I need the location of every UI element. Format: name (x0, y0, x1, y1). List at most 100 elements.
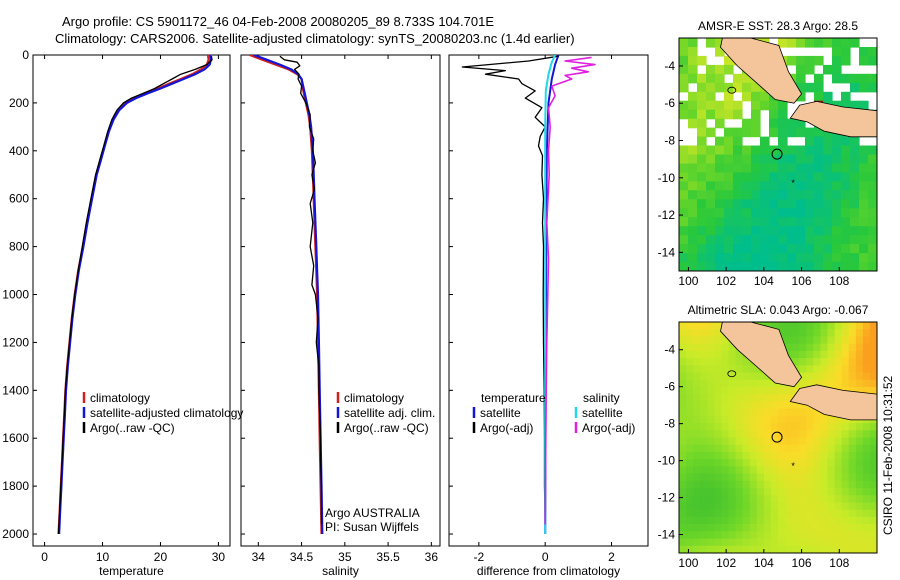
map-cell (742, 437, 751, 446)
map-cell (827, 423, 836, 431)
map-cell (756, 545, 765, 553)
map-cell (714, 502, 723, 511)
map-cell (733, 253, 743, 263)
map-cell (763, 415, 772, 424)
map-cell (742, 466, 751, 475)
map-cell (787, 181, 797, 191)
map-cell (778, 495, 786, 504)
map-cell (869, 509, 877, 518)
map-cell (850, 38, 860, 48)
map-cell (686, 451, 694, 460)
y-tick-label: 1400 (2, 383, 29, 397)
map-cell (792, 423, 800, 431)
map-cell (814, 38, 824, 48)
map-cell (834, 415, 843, 424)
map-cell (820, 437, 829, 446)
map-cell (841, 444, 850, 453)
map-cell (805, 127, 815, 138)
map-cell (749, 524, 758, 532)
map-cell (714, 408, 723, 417)
map-cell (763, 437, 772, 446)
map-cell (834, 430, 843, 439)
map-cell (769, 235, 779, 245)
map-cell (862, 509, 871, 518)
map-cell (679, 235, 689, 245)
annotation-line-1: Argo AUSTRALIA (325, 506, 420, 520)
map-cell (855, 480, 864, 489)
map-cell (742, 415, 751, 424)
map-cell (686, 545, 694, 553)
plot-frame-salinity (240, 54, 441, 547)
map-cell (688, 47, 698, 57)
map-cell (679, 480, 687, 489)
map-cell (763, 430, 772, 439)
map-cell (700, 401, 708, 410)
map-cell (813, 343, 822, 352)
map-cell (814, 253, 824, 263)
map-cell (848, 423, 857, 431)
map-cell (763, 379, 772, 388)
map-cell (686, 516, 694, 525)
map-cell (799, 524, 807, 532)
map-cell (693, 394, 701, 402)
map-cell (714, 365, 723, 374)
map-cell (742, 545, 751, 553)
map-cell (733, 235, 743, 245)
map-cell (760, 154, 770, 165)
map-cell (714, 444, 723, 453)
map-cell (827, 372, 836, 381)
map-cell (869, 387, 877, 395)
map-cell (778, 480, 786, 489)
map-cell (834, 350, 843, 359)
y-tick-label: 1000 (2, 288, 29, 302)
plot-frame-difference (448, 54, 649, 547)
map-cell (735, 459, 744, 467)
map-cell (721, 509, 730, 518)
map-cell (814, 91, 824, 102)
map-cell (799, 538, 807, 547)
map-cell (756, 379, 765, 388)
map-cell (688, 190, 698, 200)
map-cell (806, 444, 814, 453)
map-cell (700, 415, 708, 424)
map-cell (799, 408, 807, 417)
map-cell (706, 91, 716, 102)
map-cell (778, 531, 786, 540)
map-panel-sst: AMSR-E SST: 28.3 Argo: 28.5 * 100 102 104 106… (658, 19, 878, 288)
map-cell (714, 423, 723, 431)
map-cell (733, 127, 743, 138)
map-cell (832, 253, 842, 263)
map-cell (714, 387, 723, 395)
map-cell (820, 459, 829, 467)
map-cell (686, 480, 694, 489)
map-cell (862, 423, 871, 431)
map-cell (770, 401, 779, 410)
y-tick-label: 1200 (2, 335, 29, 349)
map-cell (700, 480, 708, 489)
map-cell (799, 545, 807, 553)
legend-temp-climatology-label: climatology (90, 391, 150, 405)
map-cell (686, 524, 694, 532)
map-cell (724, 262, 734, 271)
map-cell (724, 181, 734, 191)
map-cell (679, 253, 689, 263)
map-cell (707, 473, 715, 482)
map-cell (714, 488, 723, 496)
map-cell (855, 488, 864, 496)
map-cell (834, 538, 843, 547)
map-cell (805, 82, 815, 93)
map-cell (862, 502, 871, 511)
map-cell (848, 437, 857, 446)
map-cell (827, 459, 836, 467)
map-cell (697, 55, 707, 66)
map-cell (778, 181, 788, 191)
map-cell (760, 163, 770, 174)
map-cell (770, 538, 779, 547)
map-cell (728, 394, 737, 402)
map-cell (778, 154, 788, 165)
map-cell (787, 55, 797, 66)
map-cell (869, 538, 877, 547)
map-cell (778, 408, 786, 417)
map-cell (700, 509, 708, 518)
map-cell (724, 91, 734, 102)
